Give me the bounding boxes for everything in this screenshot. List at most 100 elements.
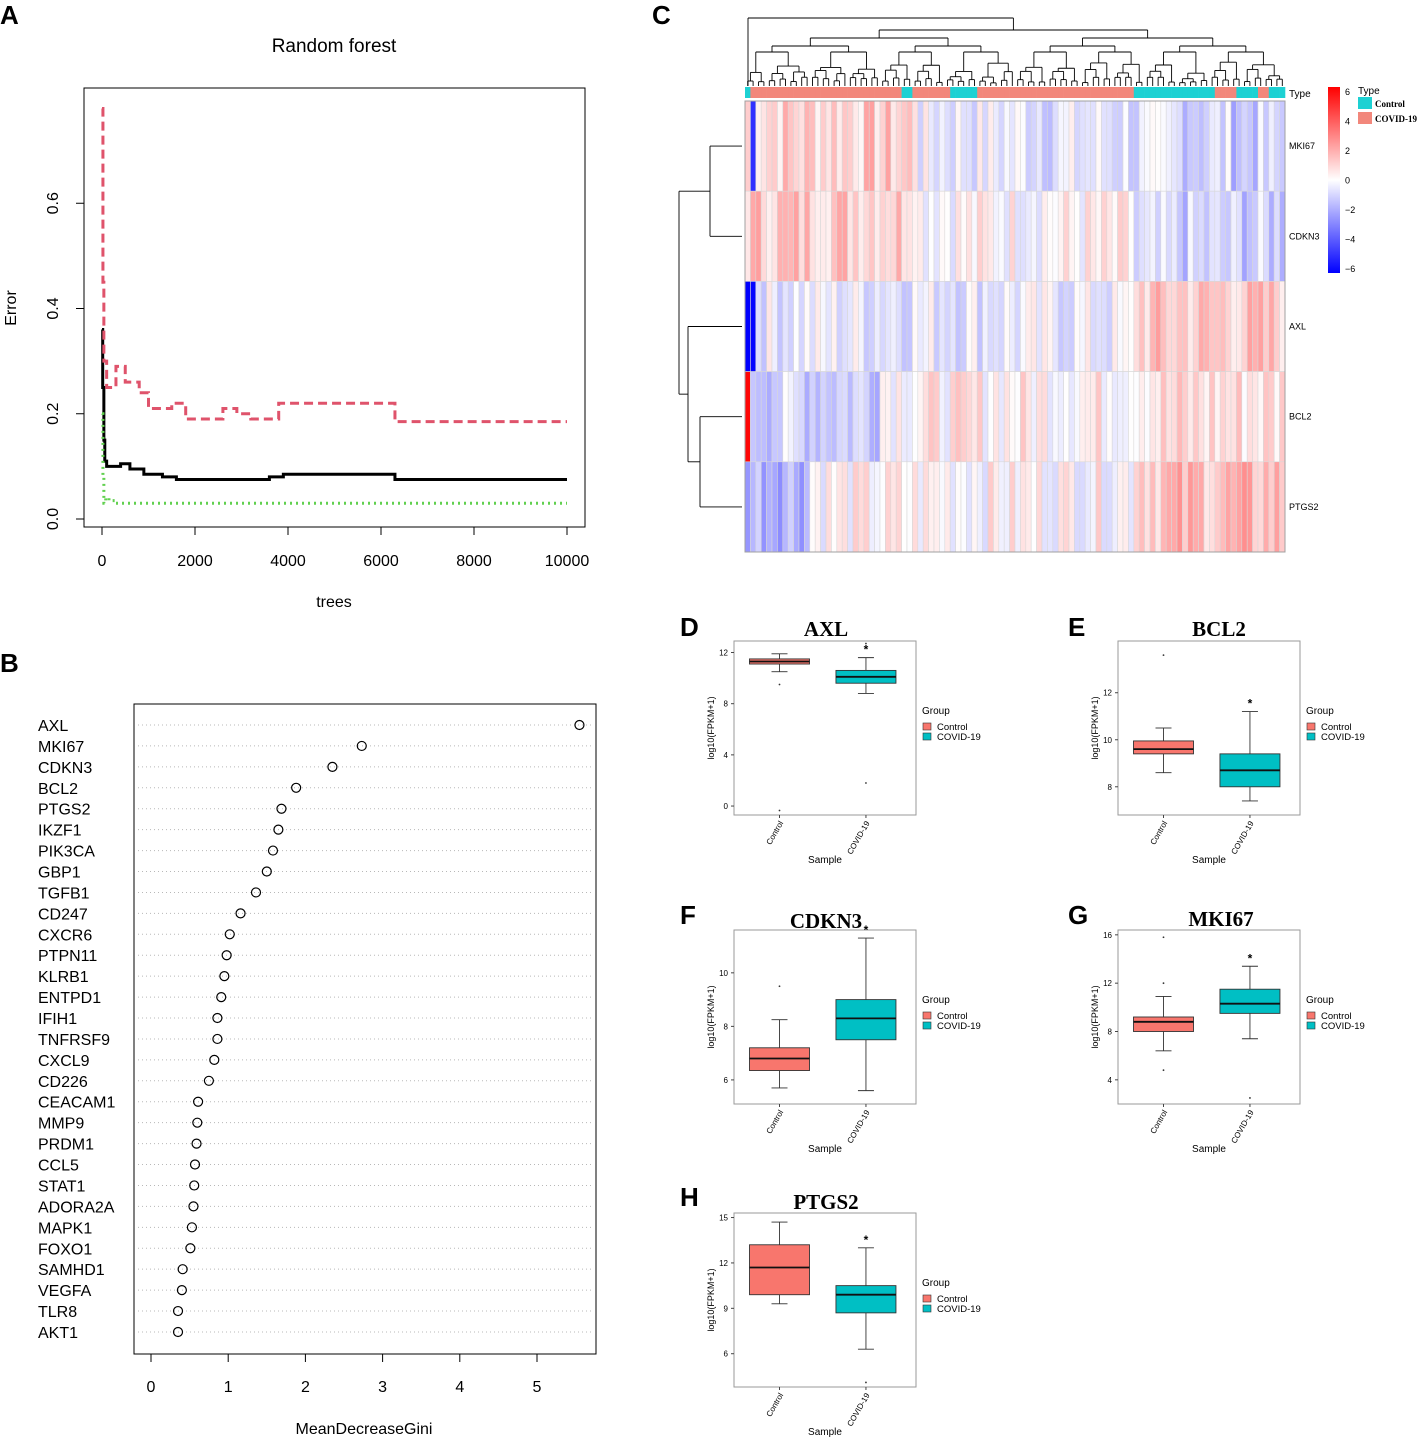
type-annotation-cell — [1063, 87, 1070, 98]
heatmap-cell — [831, 461, 838, 553]
cdkn3-legend-swatch — [922, 1021, 932, 1030]
bcl2-x-tick-label: Control — [1149, 819, 1170, 846]
heat-scale-tick-label: −2 — [1345, 205, 1355, 215]
heatmap-border — [744, 100, 1286, 553]
gini-gene-label: ENTPD1 — [38, 990, 101, 1007]
heatmap-cell — [1273, 281, 1280, 372]
gini-gene-label: IKZF1 — [38, 823, 82, 840]
heatmap-cell — [922, 371, 929, 463]
gini-point — [250, 887, 262, 898]
heatmap-cell — [1214, 281, 1221, 372]
row-dendrogram — [678, 145, 742, 508]
type-annotation-cell — [1231, 87, 1237, 98]
heatmap-cell — [841, 281, 848, 372]
heatmap-cell — [1160, 461, 1167, 553]
axl-outlier — [778, 809, 781, 812]
type-annotation-cell — [917, 87, 924, 98]
heatmap-cell — [1171, 281, 1178, 372]
heat-legend-swatch-control — [1358, 97, 1372, 109]
gini-x-tick-label: 5 — [533, 1379, 542, 1396]
heatmap-cell — [912, 371, 919, 463]
mki67-significance: * — [1248, 951, 1253, 965]
heatmap-cell — [1230, 281, 1237, 372]
type-annotation-cell — [1225, 87, 1232, 98]
heatmap-cell — [820, 281, 827, 372]
type-annotation-cell — [901, 87, 908, 98]
heatmap-cell — [1020, 461, 1027, 553]
heatmap-cell — [955, 100, 962, 192]
heat-scale-tick-label: −4 — [1345, 235, 1355, 245]
gini-point — [203, 1075, 214, 1086]
type-annotation-cell — [869, 87, 875, 98]
heatmap-cell — [998, 371, 1005, 463]
panel-label-e: E — [1068, 612, 1085, 642]
gini-point — [224, 929, 235, 940]
ptgs2-legend-swatch — [922, 1294, 932, 1303]
gini-point — [267, 845, 279, 856]
heatmap-cell — [1198, 371, 1205, 463]
heatmap-row-label: PTGS2 — [1289, 502, 1319, 512]
heatmap-cell — [1138, 461, 1145, 553]
type-annotation-cell — [853, 87, 859, 98]
heatmap-row-label: CDKN3 — [1289, 231, 1320, 241]
ptgs2-significance: * — [864, 1233, 869, 1247]
gini-gene-label: BCL2 — [38, 781, 78, 798]
heatmap-cell — [868, 281, 875, 372]
heatmap-cell — [1095, 371, 1102, 463]
heatmap-cell — [982, 190, 989, 282]
bcl2-legend-label: COVID-19 — [1321, 732, 1365, 743]
heatmap-cell — [1090, 281, 1097, 372]
heatmap-cell — [1111, 371, 1118, 463]
heatmap-cell — [1084, 100, 1091, 192]
type-annotation-label: Type — [1289, 89, 1311, 100]
heatmap-cell — [1246, 100, 1253, 192]
cdkn3-box-covid — [835, 999, 897, 1041]
bcl2-x-axis-label: Sample — [1192, 855, 1226, 866]
heatmap-cell — [777, 190, 784, 282]
heatmap-cell — [1128, 281, 1135, 372]
heatmap-cell — [1047, 100, 1054, 192]
gini-gene-label: AXL — [38, 718, 68, 735]
heatmap-cell — [998, 100, 1005, 192]
heatmap-cell — [1236, 281, 1243, 372]
heatmap-cell — [879, 281, 886, 372]
heatmap-cell — [1160, 100, 1167, 192]
heatmap-cell — [955, 371, 962, 463]
gini-point — [356, 740, 367, 752]
heatmap-cell — [825, 371, 832, 463]
heatmap-cell — [782, 281, 789, 372]
bcl2-title: BCL2 — [1192, 617, 1246, 641]
heatmap-cell — [922, 461, 929, 553]
heatmap-cell — [1268, 371, 1275, 463]
heatmap-cell — [1268, 100, 1275, 192]
type-annotation-cell — [896, 87, 902, 98]
heatmap-cell — [998, 461, 1005, 553]
heatmap-cell — [1144, 371, 1151, 463]
heatmap-cell — [1025, 461, 1032, 553]
heatmap-cell — [1241, 100, 1248, 192]
type-annotation-cell — [1004, 87, 1010, 98]
gini-gene-label: PRDM1 — [38, 1137, 94, 1154]
heatmap-cell — [793, 100, 800, 192]
rf-x-tick-label: 2000 — [177, 553, 213, 570]
heatmap-cell — [993, 100, 1000, 192]
type-annotation-cell — [1009, 87, 1016, 98]
heatmap-cell — [917, 461, 924, 553]
heatmap-cell — [966, 281, 973, 372]
heatmap-cell — [949, 100, 956, 192]
gini-point — [176, 1285, 187, 1296]
cdkn3-y-tick-label: 10 — [719, 969, 728, 978]
heatmap-cell — [1133, 281, 1140, 372]
heatmap-cell — [1101, 100, 1108, 192]
heatmap-cell — [771, 100, 778, 192]
heatmap-cell — [1047, 281, 1054, 372]
heatmap-cell — [825, 190, 832, 282]
heatmap-cell — [901, 100, 908, 192]
type-annotation-cell — [1117, 87, 1124, 98]
heat-legend-label-control: Control — [1375, 99, 1405, 109]
rf-y-axis-label: Error — [3, 290, 20, 326]
heatmap-cell — [1111, 461, 1118, 553]
rf-y-tick-label: 0.6 — [45, 192, 62, 214]
heatmap-cell — [922, 281, 929, 372]
